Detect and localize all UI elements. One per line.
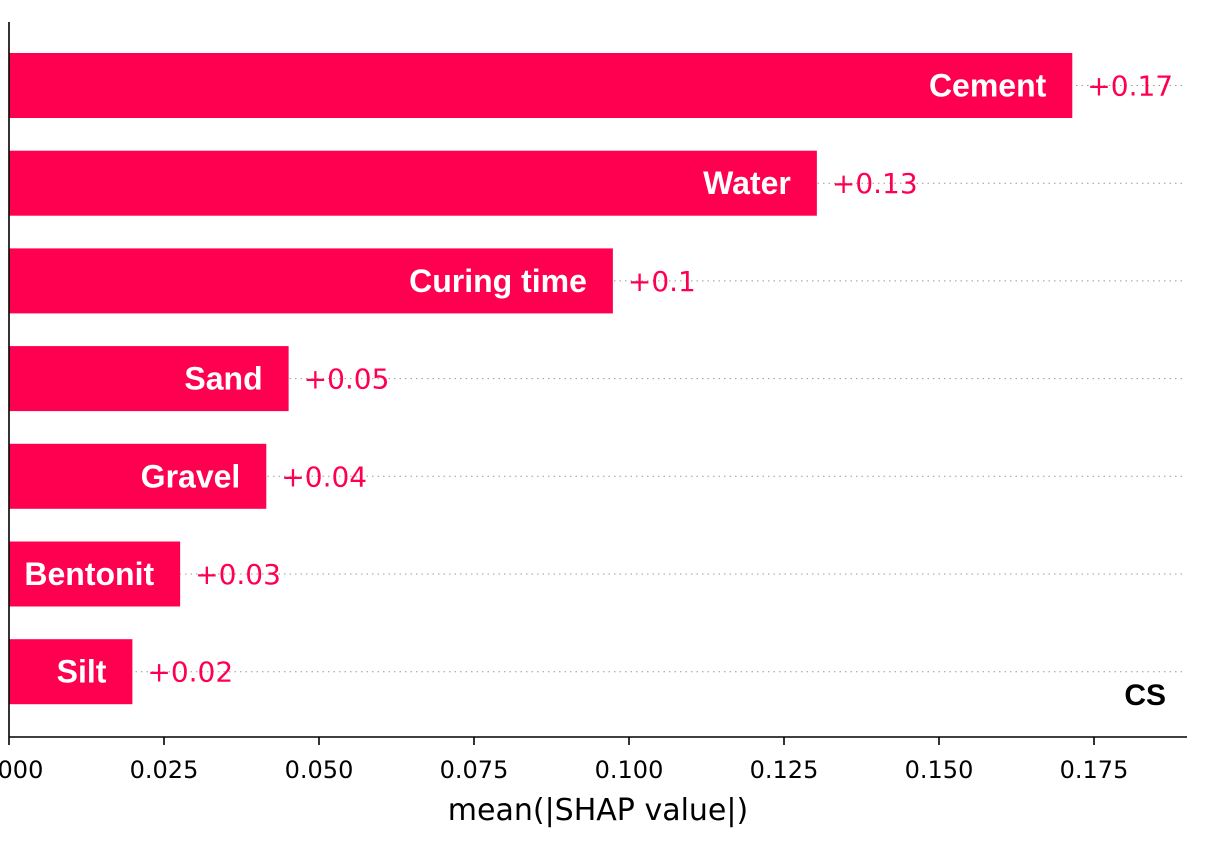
x-tick-label: 0.100 xyxy=(595,756,664,784)
bars xyxy=(9,53,1073,705)
x-ticks: 0.000 0.025 0.050 0.075 0.100 0.125 0.150 0.175 xyxy=(0,737,1128,784)
bar-silt xyxy=(9,639,133,705)
x-tick-label: 0.125 xyxy=(750,756,819,784)
value-label: +0.03 xyxy=(195,558,281,591)
x-axis-title: mean(|SHAP value|) xyxy=(448,793,748,828)
bar-label: Water xyxy=(703,165,791,201)
bar-label: Silt xyxy=(57,654,107,690)
value-label: +0.04 xyxy=(281,460,367,493)
bar-labels: Cement Water Curing time Sand Gravel Bentonit… xyxy=(24,68,1046,690)
corner-label: CS xyxy=(1124,679,1166,712)
value-label: +0.17 xyxy=(1087,70,1173,103)
bar-water xyxy=(9,150,817,216)
bar-bentonit xyxy=(9,541,181,607)
bar-label: Bentonit xyxy=(24,556,154,592)
bar-gravel xyxy=(9,443,267,509)
value-label: +0.13 xyxy=(832,167,918,200)
x-tick-label: 0.175 xyxy=(1060,756,1129,784)
x-tick-label: 0.075 xyxy=(440,756,509,784)
value-label: +0.02 xyxy=(147,656,233,689)
x-tick-label: 0.025 xyxy=(130,756,199,784)
bar-label: Sand xyxy=(184,361,262,397)
value-label: +0.1 xyxy=(628,265,696,298)
value-label: +0.05 xyxy=(304,363,390,396)
bar-sand xyxy=(9,346,289,412)
bar-curing-time xyxy=(9,248,613,314)
bar-label: Curing time xyxy=(409,263,587,299)
bar-cement xyxy=(9,53,1073,118)
value-labels: +0.17 +0.13 +0.1 +0.05 +0.04 +0.03 +0.02 xyxy=(147,70,1173,689)
bar-label: Cement xyxy=(929,68,1047,104)
x-tick-label: 0.050 xyxy=(285,756,354,784)
x-tick-label: 0.000 xyxy=(0,756,43,784)
bar-label: Gravel xyxy=(141,458,241,494)
x-tick-label: 0.150 xyxy=(905,756,974,784)
